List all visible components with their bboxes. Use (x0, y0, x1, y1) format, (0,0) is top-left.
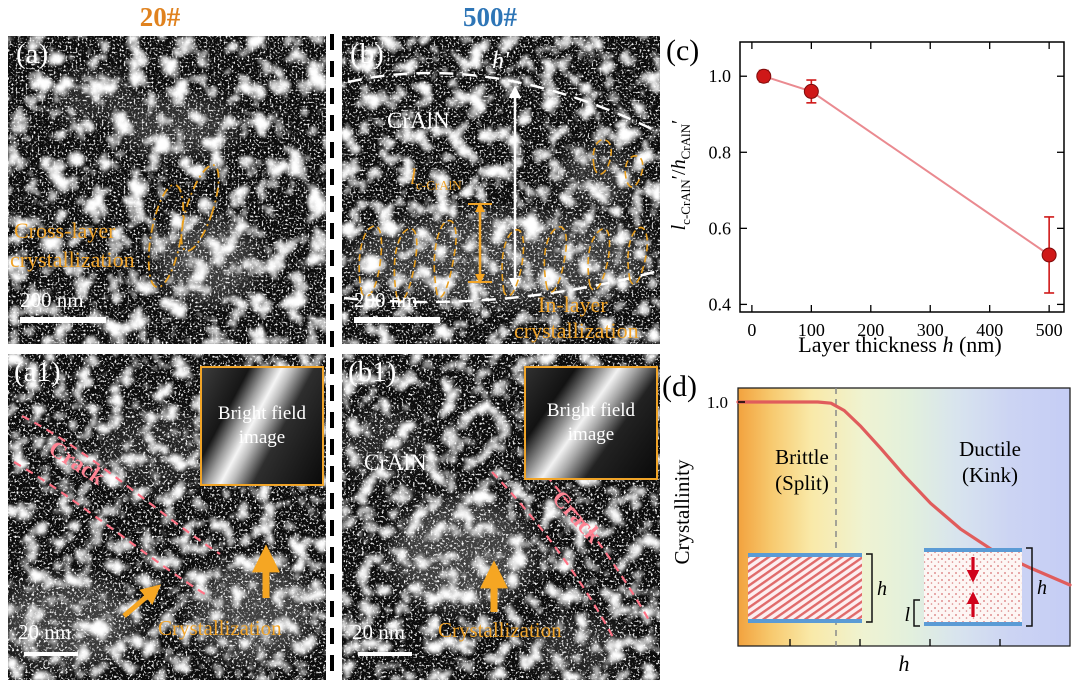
panel-a-tag: (a) (16, 38, 49, 70)
crystallinity-curve-path (736, 400, 1072, 587)
x-tick-label: 300 (917, 320, 944, 340)
x-tick-label: 200 (857, 320, 884, 340)
column-divider-dashed-line (330, 34, 334, 682)
dark-field-image-b (342, 36, 660, 344)
cross-layer-annotation-line1: Cross-layer (14, 218, 116, 243)
plot-frame (739, 41, 1065, 313)
panel-c-tag: (c) (666, 34, 700, 67)
bright-field-caption-line1: Bright field (217, 403, 307, 424)
bright-field-inset-b1: Bright field image (524, 366, 658, 480)
kink-layer-schematic: h l (904, 547, 1047, 627)
y-tick-label: 0.6 (709, 218, 732, 238)
crystallite-length-arrow (468, 202, 492, 284)
l-label-right-inset: l (904, 604, 910, 626)
data-point (803, 83, 819, 99)
x-axis-label-d: h (899, 651, 910, 676)
panel-b1-micrograph: (b1) CrAlN Crack Bright field image Crys… (342, 354, 660, 680)
scalebar-b1 (358, 652, 412, 656)
bright-field-caption-line2: image (567, 424, 615, 445)
brittle-region-label-line1: Brittle (775, 445, 829, 469)
crack-outline-b1 (491, 453, 651, 640)
ratio-vs-thickness-chart: 0 100 200 300 400 500 0.4 0.6 0.8 1.0 (709, 41, 1065, 340)
x-tick-label: 100 (798, 320, 825, 340)
panel-b-micrograph: (b) h′ CrAlN lc-CrAlN In-layer crystalli… (342, 36, 660, 344)
y-tick-label: 0.8 (709, 142, 732, 162)
h-bracket-left-inset (866, 553, 873, 623)
in-layer-grain-outlines (358, 139, 649, 302)
crystallinity-schematic-chart: 1.0 Brittle (Split) Ductile (Kink) h h l (707, 387, 1072, 676)
in-layer-annotation-line2: crystallization (514, 318, 639, 343)
y-tick-label-d: 1.0 (707, 393, 728, 412)
scalebar-label-a: 200 nm (20, 288, 84, 312)
crack-outline-a1 (13, 415, 221, 597)
y-tick-label: 0.4 (709, 294, 732, 314)
panel-a1-tag: (a1) (14, 356, 61, 388)
bright-field-inset-a1: Bright field image (200, 366, 324, 486)
panel-a1-micrograph: (a1) Crack Bright field image Crystalliz… (8, 354, 326, 680)
chart-c-y-axis-label: lc-CrAlN′/hCrAlN′ (668, 119, 693, 231)
chart-d-y-axis-label: Crystallinity (670, 459, 694, 565)
layer-top-boundary-dashed (347, 71, 659, 134)
panel-d-tag: (d) (662, 370, 697, 403)
column-label-20: 20# (139, 2, 181, 32)
cross-layer-grain-outline (147, 164, 220, 289)
crystallization-arrow-small (122, 584, 162, 618)
in-layer-annotation-line1: In-layer (538, 292, 608, 317)
crystallization-label-a1: Crystallization (158, 616, 282, 640)
y-tick-label: 1.0 (709, 66, 732, 86)
dark-field-image-a (8, 36, 326, 344)
cross-layer-annotation-line2: crystallization (10, 247, 135, 272)
x-tick-label: 400 (976, 320, 1003, 340)
h-label-right-inset: h (1037, 577, 1047, 599)
data-point (1041, 247, 1057, 263)
h-prime-label: h′ (492, 48, 510, 74)
striped-layer (748, 554, 862, 622)
data-point (756, 68, 772, 84)
brittle-region-label-line2: (Split) (775, 471, 829, 495)
scalebar-label-b: 200 nm (354, 288, 418, 312)
scalebar-a1 (24, 652, 78, 656)
x-tick-label: 0 (747, 320, 756, 340)
scalebar-label-a1: 20 nm (18, 620, 72, 644)
panel-a-micrograph: (a) Cross-layer crystallization 200 nm (8, 36, 326, 344)
crystallite-length-label: lc-CrAlN (410, 164, 462, 193)
split-layer-schematic: h (748, 553, 887, 623)
craln-label-b: CrAlN (387, 108, 450, 133)
crystallization-label-b1: Crystallization (438, 618, 562, 642)
ductile-region-label-line2: (Kink) (962, 463, 1018, 487)
scalebar-a (20, 317, 106, 323)
scalebar-label-b1: 20 nm (352, 620, 406, 644)
h-bracket-right-inset (1026, 547, 1033, 627)
panel-b1-tag: (b1) (348, 356, 397, 388)
panel-b-tag: (b) (350, 38, 384, 70)
crystallinity-curve (736, 400, 1072, 587)
chart-c-x-axis-label: Layer thickness h (nm) (798, 332, 1002, 357)
h-label-left-inset: h (877, 578, 887, 600)
bright-field-caption-line2: image (238, 427, 286, 448)
column-label-500: 500# (463, 2, 517, 32)
scalebar-b (354, 317, 440, 323)
craln-label-b1: CrAlN (364, 450, 427, 475)
x-ticks-d (789, 639, 1001, 646)
ductile-region-label-line1: Ductile (959, 437, 1021, 461)
l-bracket-right-inset (913, 599, 920, 627)
x-tick-label: 500 (1036, 320, 1063, 340)
bright-field-caption-line1: Bright field (546, 400, 636, 421)
